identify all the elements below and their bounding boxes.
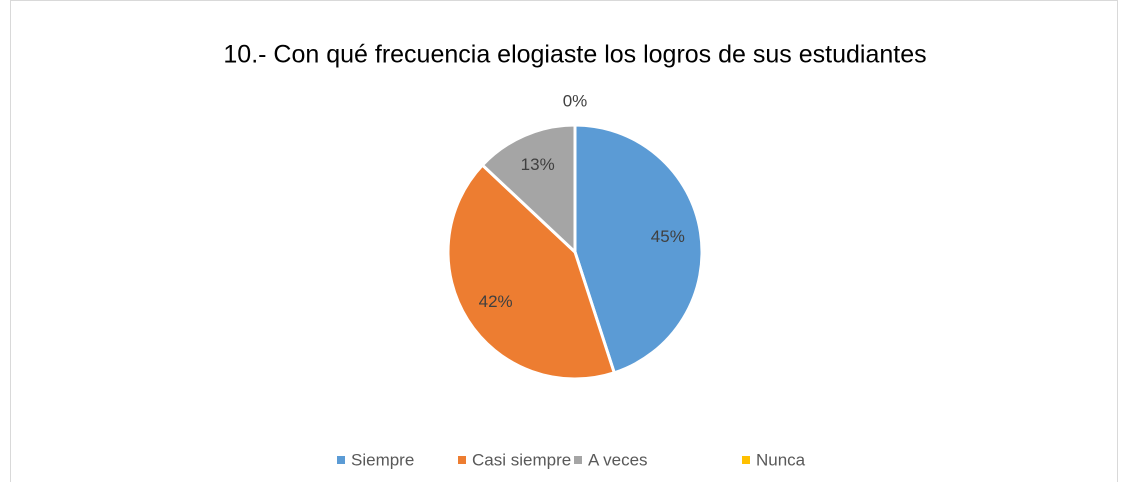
legend-label: A veces [588, 450, 648, 469]
chart-title: 10.- Con qué frecuencia elogiaste los lo… [223, 41, 926, 69]
pie-slice [480, 123, 577, 256]
data-label: 45% [651, 227, 685, 246]
legend-label: Siempre [351, 450, 414, 469]
legend-marker [458, 456, 466, 464]
data-label: 0% [563, 91, 588, 110]
data-label: 42% [479, 292, 513, 311]
legend-marker [337, 456, 345, 464]
pie-slice [573, 123, 704, 375]
legend-label: Nunca [756, 450, 806, 469]
legend-label: Casi siempre [472, 450, 571, 469]
legend-marker [742, 456, 750, 464]
legend-marker [574, 456, 582, 464]
pie-slice [446, 162, 617, 381]
data-label: 13% [521, 155, 555, 174]
